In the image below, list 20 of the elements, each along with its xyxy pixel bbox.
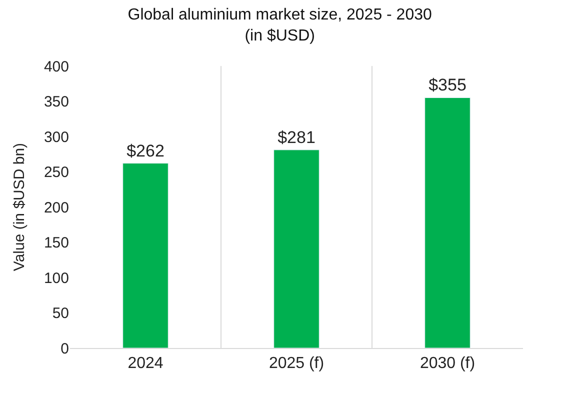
y-tick-label: 300 [44,128,69,146]
y-tick-label: 350 [44,94,69,110]
bar [424,97,470,348]
y-axis-title: Value (in $USD bn) [11,142,28,272]
y-tick-label: 0 [60,340,69,358]
y-tick-label: 150 [44,234,69,252]
data-label: $262 [126,141,164,160]
bar [122,163,168,348]
y-tick-label: 50 [52,305,69,322]
y-tick-label: 200 [44,199,69,216]
bar [274,150,320,348]
x-tick-label: 2030 (f) [420,355,476,372]
data-label: $281 [278,128,316,147]
chart-title: Global aluminium market size, 2025 - 2030 (in $USD) [128,6,432,44]
y-tick-label: 100 [44,270,69,287]
y-tick-label: 400 [44,58,69,76]
x-tick-label: 2024 [128,355,164,372]
y-tick-label: 250 [44,164,69,181]
x-tick-label: 2025 (f) [268,355,324,372]
data-label: $355 [428,76,466,95]
